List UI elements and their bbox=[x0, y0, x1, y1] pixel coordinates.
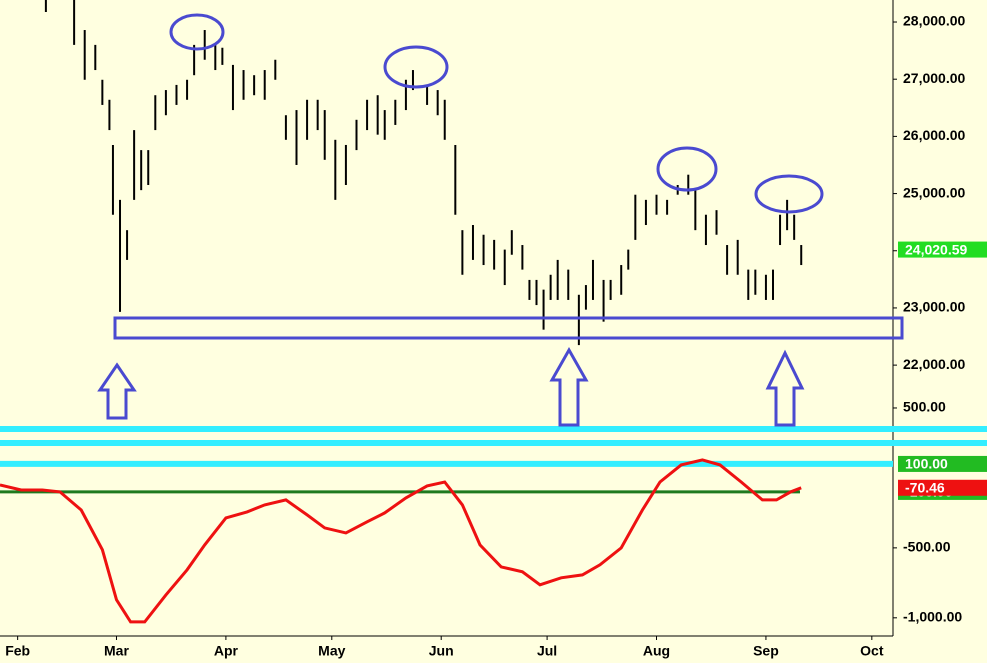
x-tick-label: Aug bbox=[643, 643, 670, 659]
last-value-label: 24,020.59 bbox=[905, 241, 967, 257]
x-tick-label: Mar bbox=[104, 643, 129, 659]
y-tick-label: 28,000.00 bbox=[903, 13, 965, 29]
x-tick-label: Feb bbox=[5, 643, 30, 659]
level-label-box bbox=[898, 455, 987, 472]
x-tick-label: Oct bbox=[860, 643, 884, 659]
last-value-box bbox=[898, 241, 987, 258]
x-tick-label: Sep bbox=[753, 643, 779, 659]
arrow bbox=[765, 349, 805, 427]
y-tick-label: 500.00 bbox=[903, 399, 946, 415]
x-tick-label: Apr bbox=[214, 643, 239, 659]
support-box bbox=[113, 316, 904, 340]
highlight-ellipse bbox=[656, 146, 718, 192]
x-tick-label: Jun bbox=[429, 643, 454, 659]
highlight-ellipse bbox=[383, 45, 449, 89]
arrow bbox=[549, 346, 589, 427]
x-tick-label: Jul bbox=[537, 643, 557, 659]
arrow bbox=[97, 362, 137, 420]
highlight-ellipse bbox=[754, 174, 824, 214]
level-label: 100.00 bbox=[905, 456, 948, 472]
y-tick-label: 26,000.00 bbox=[903, 127, 965, 143]
highlight-ellipse bbox=[169, 13, 225, 51]
y-tick-label: -500.00 bbox=[903, 539, 951, 555]
indicator-line bbox=[0, 458, 802, 624]
y-tick-label: -1,000.00 bbox=[903, 609, 962, 625]
last-value-label: -70.46 bbox=[905, 479, 945, 495]
y-tick-label: 22,000.00 bbox=[903, 356, 965, 372]
y-tick-label: 27,000.00 bbox=[903, 70, 965, 86]
last-value-box bbox=[898, 479, 987, 496]
annotations bbox=[97, 13, 904, 427]
x-tick-label: May bbox=[318, 643, 345, 659]
y-tick-label: 23,000.00 bbox=[903, 299, 965, 315]
y-tick-label: 25,000.00 bbox=[903, 184, 965, 200]
